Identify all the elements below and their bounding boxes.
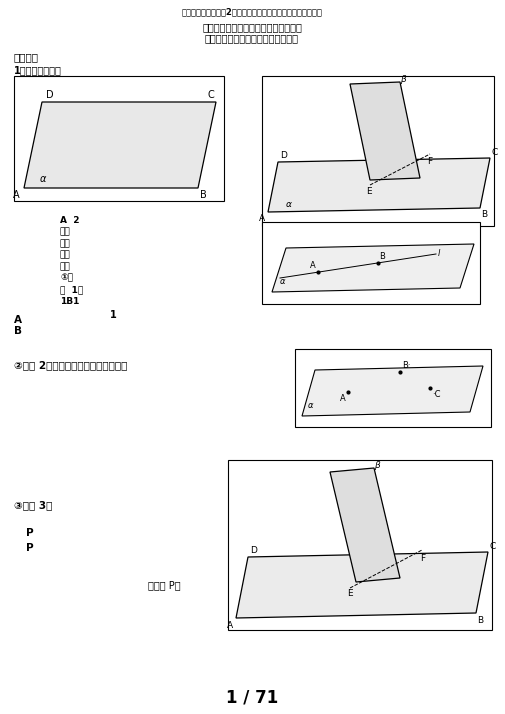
- Text: ·C: ·C: [432, 390, 440, 399]
- Text: 第二章点、直线、平面之间的位置关系: 第二章点、直线、平面之间的位置关系: [202, 22, 302, 32]
- Polygon shape: [302, 366, 483, 416]
- Text: ③公理 3：: ③公理 3：: [14, 500, 53, 510]
- Text: 1 / 71: 1 / 71: [226, 688, 278, 706]
- Text: P: P: [26, 543, 34, 553]
- Polygon shape: [268, 158, 490, 212]
- Text: α: α: [286, 200, 292, 209]
- Text: ｜那么 P｜: ｜那么 P｜: [148, 580, 181, 590]
- Text: F: F: [420, 554, 425, 563]
- Text: A: A: [310, 261, 316, 270]
- Text: β: β: [374, 461, 380, 470]
- Bar: [14, 76, 224, 201]
- Text: A  2: A 2: [60, 216, 79, 225]
- Text: 根本: 根本: [60, 251, 71, 259]
- Polygon shape: [236, 552, 488, 618]
- Bar: [295, 349, 491, 427]
- Text: B: B: [14, 326, 22, 336]
- Text: A: A: [340, 394, 346, 403]
- Text: 理  1：: 理 1：: [60, 285, 83, 294]
- Text: D: D: [280, 151, 287, 160]
- Text: A: A: [14, 315, 22, 325]
- Text: l: l: [438, 249, 440, 258]
- Text: ①公: ①公: [60, 273, 73, 283]
- Bar: [262, 76, 494, 226]
- Text: α: α: [40, 174, 46, 184]
- Text: B: B: [200, 190, 207, 200]
- Text: D: D: [46, 90, 54, 100]
- Text: A: A: [13, 190, 20, 200]
- Text: α: α: [308, 401, 314, 410]
- Polygon shape: [330, 468, 400, 582]
- Text: B·: B·: [402, 361, 411, 370]
- Text: B: B: [379, 252, 385, 261]
- Text: 一、平面: 一、平面: [14, 52, 39, 62]
- Bar: [228, 460, 492, 630]
- Text: C: C: [492, 148, 498, 157]
- Text: C: C: [490, 542, 496, 551]
- Text: α: α: [280, 277, 285, 286]
- Polygon shape: [24, 102, 216, 188]
- Text: 性质: 性质: [60, 262, 71, 271]
- Text: 、平: 、平: [60, 228, 71, 236]
- Text: A: A: [259, 214, 265, 223]
- Text: B: B: [477, 616, 483, 625]
- Text: F: F: [427, 157, 432, 166]
- Text: C: C: [207, 90, 214, 100]
- Text: E: E: [347, 589, 353, 598]
- Text: E: E: [366, 187, 372, 196]
- Text: B: B: [481, 210, 487, 219]
- Bar: [262, 222, 480, 304]
- Text: 1: 1: [110, 310, 117, 320]
- Text: D: D: [250, 546, 257, 555]
- Text: ②公理 2：不共线的三点确定一个平面: ②公理 2：不共线的三点确定一个平面: [14, 360, 127, 370]
- Text: A: A: [227, 621, 233, 630]
- Text: 空间点、直线、平面之间的位置关系: 空间点、直线、平面之间的位置关系: [205, 33, 299, 43]
- Text: P: P: [26, 528, 34, 538]
- Text: β: β: [400, 75, 406, 84]
- Polygon shape: [350, 82, 420, 180]
- Text: 1B1: 1B1: [60, 296, 79, 306]
- Polygon shape: [272, 244, 474, 292]
- Text: 面的: 面的: [60, 239, 71, 248]
- Text: 完整版高中数学必修2《点、直线、平面之间位置关系》知识点: 完整版高中数学必修2《点、直线、平面之间位置关系》知识点: [182, 7, 322, 16]
- Text: 1、平面及其表示: 1、平面及其表示: [14, 65, 62, 75]
